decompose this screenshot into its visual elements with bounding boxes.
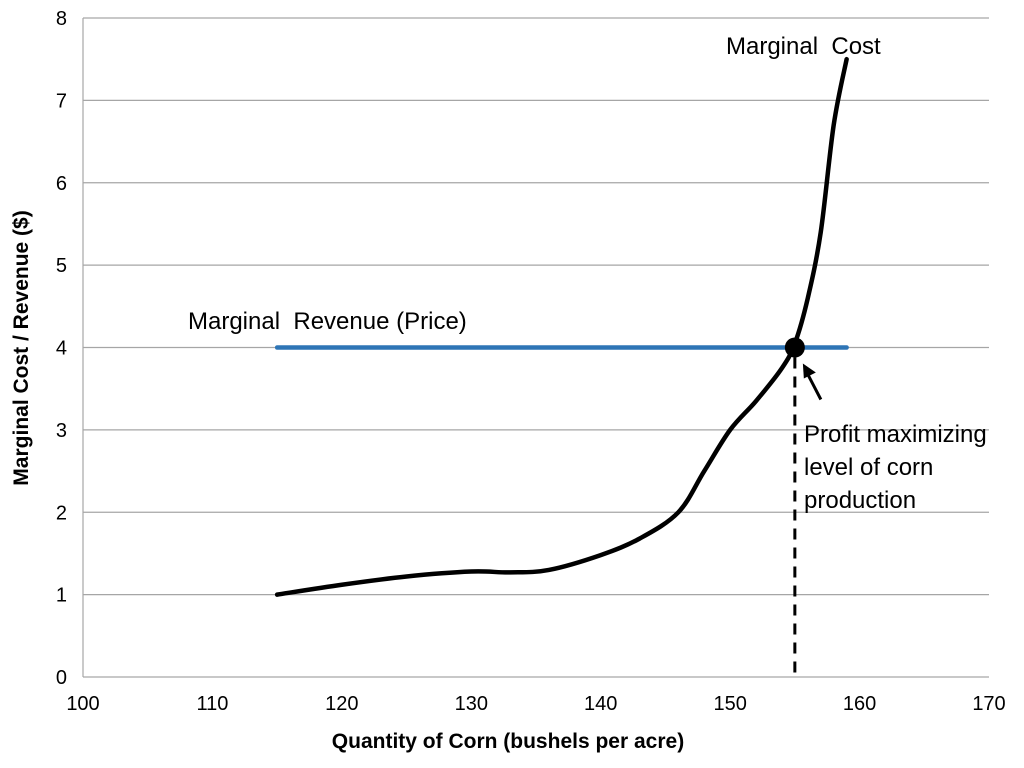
marginal-cost-label: Marginal Cost: [726, 33, 881, 60]
axes: [82, 18, 989, 678]
y-tick-label: 8: [56, 8, 67, 30]
y-tick-label: 2: [56, 502, 67, 524]
x-axis-title: Quantity of Corn (bushels per acre): [332, 730, 684, 753]
optimum-label-line3: production: [804, 487, 916, 514]
y-tick-label: 6: [56, 173, 67, 195]
x-tick-label: 170: [972, 693, 1005, 715]
marginal-cost-curve: [274, 56, 849, 597]
annotations: Marginal Cost Marginal Revenue (Price) P…: [188, 33, 987, 677]
optimum-arrow: [805, 371, 823, 401]
x-tick-label: 140: [584, 693, 617, 715]
y-tick-label: 3: [56, 420, 67, 442]
y-tick-label: 1: [56, 585, 67, 607]
y-axis-title: Marginal Cost / Revenue ($): [10, 210, 33, 485]
y-tick-label: 4: [56, 338, 67, 360]
x-tick-label: 160: [843, 693, 876, 715]
y-tick-label: 5: [56, 255, 67, 277]
optimum-arrow-head: [802, 363, 816, 379]
x-tick-label: 100: [66, 693, 99, 715]
optimum-label-line1: Profit maximizing: [804, 421, 987, 448]
marginal-revenue-label: Marginal Revenue (Price): [188, 308, 467, 335]
x-tick-label: 130: [455, 693, 488, 715]
x-tick-label: 110: [196, 693, 228, 715]
series-group: [274, 56, 849, 597]
gridlines: [83, 17, 989, 596]
y-tick-labels: 0 1 2 3 4 5 6 7 8: [56, 8, 67, 689]
x-tick-labels: 100 110 120 130 140 150 160 170: [66, 693, 1005, 715]
y-tick-label: 0: [56, 667, 67, 689]
y-tick-label: 7: [56, 90, 67, 112]
x-tick-label: 120: [325, 693, 358, 715]
optimum-label-line2: level of corn: [804, 454, 933, 481]
x-tick-label: 150: [713, 693, 746, 715]
optimum-point: [784, 337, 805, 358]
